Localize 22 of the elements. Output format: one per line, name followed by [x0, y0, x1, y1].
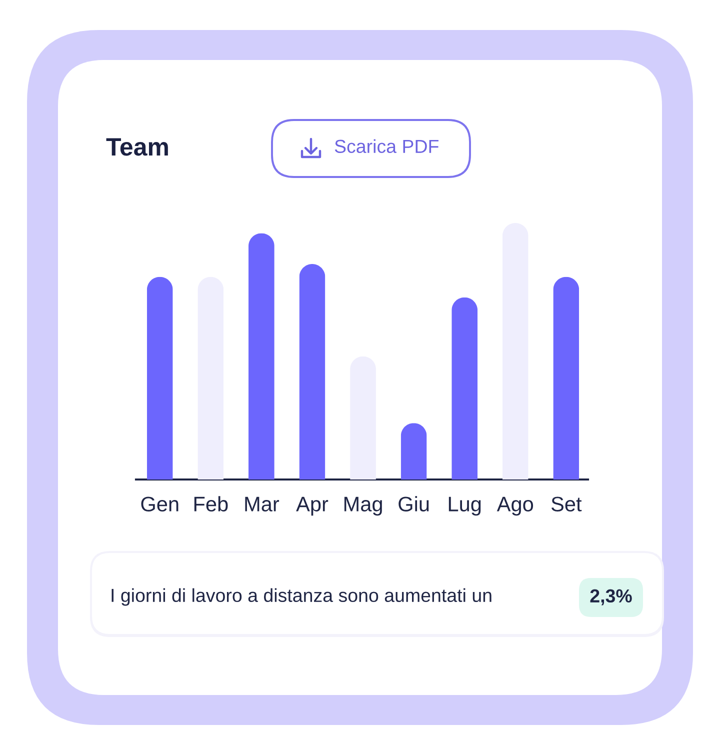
- x-tick-label: Mag: [344, 496, 382, 516]
- x-tick-label: Ago: [496, 496, 534, 516]
- bar: [502, 223, 528, 480]
- text: 2,3%: [590, 589, 632, 606]
- text: Scarica PDF: [334, 139, 438, 154]
- x-tick-label: Feb: [194, 496, 228, 512]
- bar: [146, 276, 173, 480]
- text: I giorni di lavoro a distanza sono aumentati un: [112, 588, 492, 606]
- bar: [553, 276, 580, 480]
- x-tick-label: Set: [551, 496, 582, 512]
- x-tick-label: Apr: [296, 496, 328, 516]
- bar: [198, 276, 224, 480]
- bar: [299, 264, 326, 480]
- bar: [350, 356, 376, 480]
- chart-title: Team: [106, 138, 168, 156]
- x-tick-label: Gen: [141, 496, 178, 512]
- x-tick-label: Lug: [448, 496, 481, 516]
- bar: [452, 297, 478, 480]
- x-tick-label: Giu: [398, 496, 429, 512]
- bar: [248, 233, 274, 480]
- bar: [400, 423, 427, 480]
- x-tick-label: Mar: [245, 496, 280, 512]
